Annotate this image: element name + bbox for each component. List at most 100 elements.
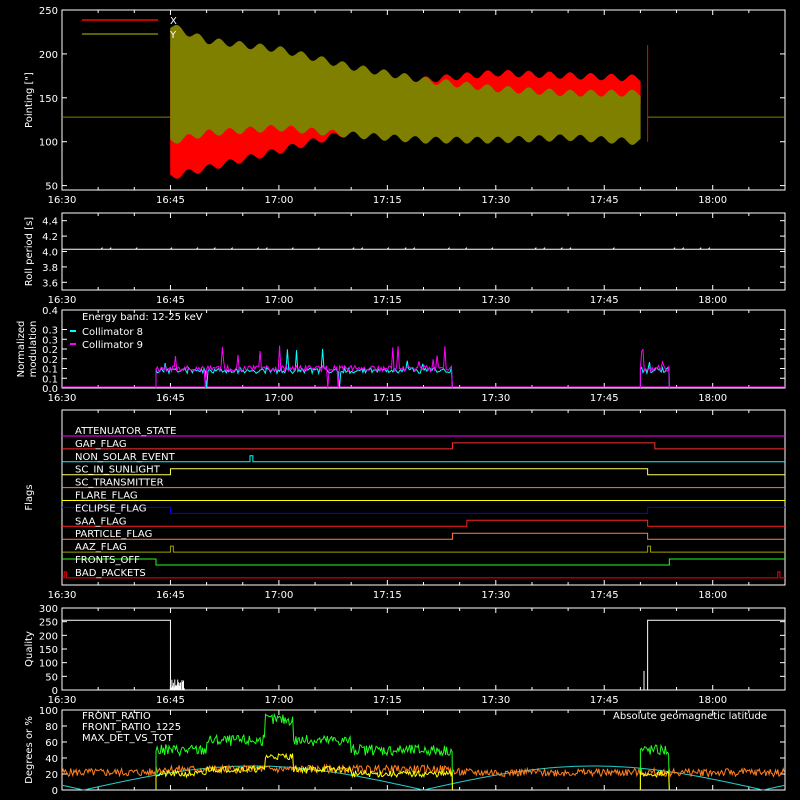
roll-period-blip bbox=[569, 247, 572, 250]
flag-label-attenuator_state: ATTENUATOR_STATE bbox=[75, 426, 176, 437]
y-tick-label: 100 bbox=[39, 138, 58, 149]
x-tick-label: 17:15 bbox=[373, 295, 402, 306]
x-tick-label: 17:45 bbox=[590, 295, 619, 306]
flag-label-particle_flag: PARTICLE_FLAG bbox=[75, 529, 152, 540]
panel-4: 16:30 16:45 17:00 17:15 17:30 17:45 18:00 Flags… bbox=[24, 409, 786, 601]
flag-label-non_solar_event: NON_SOLAR_EVENT bbox=[75, 452, 176, 463]
x-tick-label: 17:30 bbox=[481, 590, 510, 601]
roll-period-blip bbox=[708, 247, 711, 250]
series-y-band bbox=[170, 24, 641, 145]
x-tick-label: 17:45 bbox=[590, 590, 619, 601]
x-tick-label: 18:00 bbox=[698, 695, 727, 706]
max-det-vs-tot-line bbox=[61, 763, 785, 778]
panel-2: 16:30 16:45 17:00 17:15 17:30 17:45 18:00 3.6 3.… bbox=[24, 212, 786, 306]
x-tick-label: 16:30 bbox=[48, 590, 77, 601]
flag-label-flare_flag: FLARE_FLAG bbox=[75, 491, 138, 502]
y-axis-label: Flags bbox=[24, 484, 35, 510]
y-tick-label: 40 bbox=[45, 754, 58, 765]
roll-period-blip bbox=[386, 247, 390, 250]
y-tick-label: 4.0 bbox=[42, 248, 58, 259]
x-tick-label: 18:00 bbox=[698, 195, 727, 206]
roll-period-blip bbox=[317, 247, 320, 250]
y-tick-label: 0.0 bbox=[42, 384, 58, 395]
legend-label-front-ratio: FRONT_RATIO bbox=[82, 711, 151, 722]
y-axis-label: Pointing ["] bbox=[24, 72, 35, 128]
energy-band-label: Energy band: 12-25 keV bbox=[82, 312, 203, 323]
roll-period-blip bbox=[543, 247, 546, 250]
x-tick-label: 17:30 bbox=[481, 695, 510, 706]
x-tick-label: 17:15 bbox=[373, 195, 402, 206]
x-tick-label: 18:00 bbox=[698, 393, 727, 404]
y-tick-label: 150 bbox=[39, 94, 58, 105]
y-tick-label: 200 bbox=[39, 631, 58, 642]
legend-label-max-det-vs-tot: MAX_DET_VS_TOT bbox=[82, 733, 174, 744]
x-tick-label: 16:45 bbox=[156, 695, 185, 706]
roll-period-blip bbox=[230, 247, 234, 250]
flag-line-saa_flag bbox=[62, 519, 785, 527]
flag-line-sc_in_sunlight bbox=[62, 468, 785, 476]
roll-period-blip bbox=[681, 247, 685, 250]
x-tick-label: 16:45 bbox=[156, 393, 185, 404]
panel-1: 16:30 16:45 17:00 17:15 17:30 17:45 18:00 50 100… bbox=[24, 6, 786, 206]
x-tick-label: 17:00 bbox=[264, 295, 293, 306]
roll-period-blip bbox=[196, 247, 199, 250]
flag-line-aaz_flag bbox=[62, 545, 785, 553]
x-tick-label: 16:45 bbox=[156, 590, 185, 601]
y-tick-label: 0.2 bbox=[42, 345, 58, 356]
x-tick-label: 16:45 bbox=[156, 195, 185, 206]
x-tick-label: 17:00 bbox=[264, 393, 293, 404]
y-tick-label: 4.2 bbox=[42, 232, 58, 243]
flag-line-eclipse_flag bbox=[62, 506, 785, 514]
x-tick-label: 17:15 bbox=[373, 393, 402, 404]
modulation-trace bbox=[155, 345, 453, 389]
panel-5: 16:30 16:45 17:00 17:15 17:30 17:45 18:00 0 50 10… bbox=[24, 604, 786, 706]
flag-line-particle_flag bbox=[62, 532, 785, 540]
flag-label-eclipse_flag: ECLIPSE_FLAG bbox=[75, 503, 146, 514]
roll-period-blip bbox=[404, 247, 407, 250]
y-tick-label: 150 bbox=[39, 645, 58, 656]
y-tick-label: 0.1 bbox=[42, 365, 58, 376]
x-tick-label: 17:15 bbox=[373, 590, 402, 601]
roll-period-blip bbox=[413, 247, 416, 250]
y-axis-label: Quality bbox=[24, 631, 35, 667]
y-axis-label: Normalized bbox=[16, 321, 27, 378]
front-ratio-trace bbox=[155, 712, 453, 791]
x-tick-label: 16:30 bbox=[48, 195, 77, 206]
x-tick-label: 17:30 bbox=[481, 295, 510, 306]
flag-label-bad_packets: BAD_PACKETS bbox=[75, 568, 146, 579]
front-ratio-trace bbox=[155, 752, 453, 791]
roll-period-blip bbox=[534, 247, 537, 250]
flag-label-gap_flag: GAP_FLAG bbox=[75, 439, 127, 450]
y-tick-label: 50 bbox=[45, 182, 58, 193]
flag-label-sc_transmitter: SC_TRANSMITTER bbox=[75, 478, 164, 489]
x-tick-label: 18:00 bbox=[698, 295, 727, 306]
flag-label-saa_flag: SAA_FLAG bbox=[75, 516, 126, 527]
flag-label-sc_in_sunlight: SC_IN_SUNLIGHT bbox=[75, 465, 161, 476]
x-tick-label: 17:30 bbox=[481, 393, 510, 404]
front-ratio-trace bbox=[639, 743, 670, 791]
roll-period-blip bbox=[699, 247, 702, 250]
x-tick-label: 16:30 bbox=[48, 695, 77, 706]
y-tick-label: 100 bbox=[39, 659, 58, 670]
y-tick-label: 0.1 bbox=[42, 374, 58, 385]
x-tick-label: 17:45 bbox=[590, 195, 619, 206]
legend-label-collimator: Collimator 9 bbox=[82, 340, 143, 351]
quality-line bbox=[62, 619, 785, 691]
y-tick-label: 3.8 bbox=[42, 263, 58, 274]
x-tick-label: 16:30 bbox=[48, 393, 77, 404]
roll-period-blip bbox=[213, 247, 216, 250]
flag-line-gap_flag bbox=[62, 442, 785, 450]
y-axis-label: Roll period [s] bbox=[24, 217, 35, 286]
y-tick-label: 0.4 bbox=[42, 306, 58, 317]
x-tick-label: 17:00 bbox=[264, 695, 293, 706]
x-tick-label: 17:30 bbox=[481, 195, 510, 206]
y-tick-label: 4.4 bbox=[42, 217, 58, 228]
panel-6: 0 20 40 60 80 100 Degrees or % FRONT_RATIOFRONT… bbox=[24, 706, 786, 797]
x-tick-label: 17:45 bbox=[590, 695, 619, 706]
y-tick-label: 0.2 bbox=[42, 355, 58, 366]
y-tick-label: 0 bbox=[52, 786, 58, 797]
flag-label-fronts_off: FRONTS_OFF bbox=[75, 555, 140, 566]
roll-period-blip bbox=[100, 247, 103, 250]
y-tick-label: 0.3 bbox=[42, 335, 58, 346]
